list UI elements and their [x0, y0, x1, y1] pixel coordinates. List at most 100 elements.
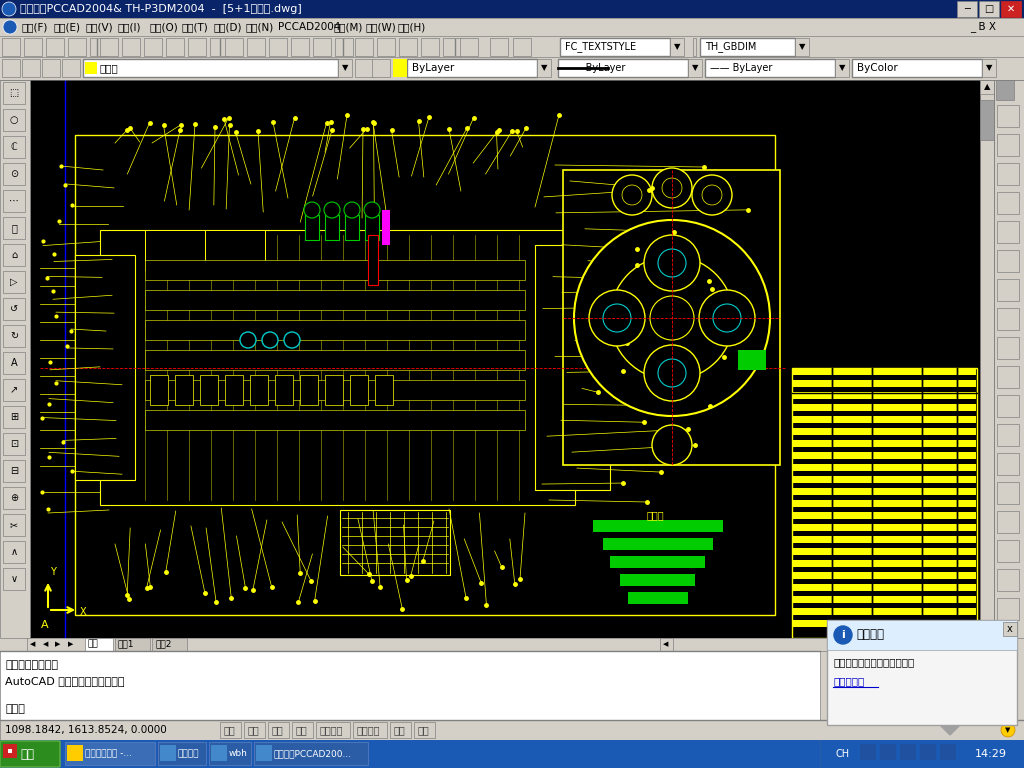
Circle shape [2, 2, 16, 16]
Bar [3, 109, 25, 131]
Bar [997, 424, 1019, 446]
Text: —— ByLayer: —— ByLayer [710, 63, 772, 73]
Bar [513, 38, 531, 56]
Text: ▼: ▼ [984, 627, 990, 635]
Bar [210, 38, 228, 56]
Text: wbh: wbh [229, 750, 248, 759]
Bar [83, 59, 338, 77]
Bar [353, 722, 387, 738]
Bar [997, 598, 1019, 620]
Circle shape [702, 185, 722, 205]
Text: 使软件保持最新的简单方法。: 使软件保持最新的简单方法。 [833, 657, 914, 667]
Bar [827, 620, 1017, 650]
Text: ByLayer: ByLayer [412, 63, 455, 73]
Bar [3, 744, 17, 758]
Bar [3, 298, 25, 320]
Text: ⊕: ⊕ [10, 493, 18, 503]
Bar [0, 740, 1024, 768]
Bar [2, 59, 20, 77]
Bar [793, 572, 976, 579]
Bar [75, 135, 775, 615]
Bar [957, 1, 977, 17]
Text: 插入(I): 插入(I) [118, 22, 141, 32]
Bar [980, 80, 994, 638]
Text: ▼: ▼ [986, 64, 992, 72]
Bar [225, 375, 243, 405]
Bar [793, 416, 976, 423]
Bar [0, 651, 820, 720]
Text: ◀: ◀ [43, 641, 49, 647]
Bar [355, 59, 373, 77]
Bar [920, 744, 936, 760]
Text: 绘图(D): 绘图(D) [214, 22, 243, 32]
Text: 捕捉: 捕捉 [224, 725, 236, 735]
Circle shape [610, 256, 734, 380]
Text: ⌒: ⌒ [11, 223, 17, 233]
Bar [738, 350, 766, 370]
Bar [996, 620, 1014, 634]
Bar [3, 352, 25, 374]
Bar [793, 500, 976, 507]
Bar [980, 80, 994, 94]
Text: 通信中心: 通信中心 [856, 628, 884, 641]
Bar [997, 511, 1019, 533]
Text: ─: ─ [964, 4, 970, 14]
Bar [997, 453, 1019, 475]
Bar [340, 510, 450, 575]
Bar [793, 476, 976, 483]
Bar [145, 290, 525, 310]
Bar [793, 428, 976, 435]
Bar [0, 0, 1024, 18]
Polygon shape [940, 725, 961, 735]
Text: ▼: ▼ [541, 64, 547, 72]
Text: 帮助(H): 帮助(H) [397, 22, 425, 32]
Bar [880, 744, 896, 760]
Text: 模型: 模型 [418, 725, 430, 735]
Bar [145, 260, 525, 280]
Text: AutoCAD 菜单实用程序已加载。: AutoCAD 菜单实用程序已加载。 [5, 676, 125, 686]
Text: A: A [41, 620, 49, 630]
Bar [3, 433, 25, 455]
Bar [793, 560, 976, 567]
Bar [693, 38, 696, 56]
Text: ◀: ◀ [664, 641, 669, 647]
Bar [793, 512, 976, 519]
Circle shape [603, 304, 631, 332]
Bar [460, 38, 478, 56]
Bar [961, 742, 1022, 766]
Bar [375, 375, 393, 405]
Bar [250, 375, 268, 405]
Bar [997, 308, 1019, 330]
Text: x: x [1008, 624, 1013, 634]
Bar [537, 59, 551, 77]
Bar [3, 541, 25, 563]
Text: 正在重生成模型。: 正在重生成模型。 [5, 660, 58, 670]
Text: CH: CH [835, 749, 849, 759]
Bar [997, 163, 1019, 185]
Circle shape [658, 359, 686, 387]
Bar [145, 410, 525, 430]
Bar [997, 337, 1019, 359]
Circle shape [240, 332, 256, 348]
Circle shape [658, 249, 686, 277]
Bar [3, 136, 25, 158]
Circle shape [612, 175, 652, 215]
Bar [122, 38, 140, 56]
Text: 单击此处。: 单击此处。 [833, 676, 864, 686]
Bar [325, 375, 343, 405]
Circle shape [574, 220, 770, 416]
Bar [3, 271, 25, 293]
Text: ○: ○ [10, 115, 18, 125]
Bar [1002, 622, 1017, 636]
Bar [68, 38, 86, 56]
Bar [982, 59, 996, 77]
Bar [393, 59, 407, 77]
Bar [940, 744, 956, 760]
Bar [593, 520, 723, 532]
Circle shape [834, 626, 852, 644]
Bar [62, 59, 80, 77]
Text: ∧: ∧ [10, 547, 17, 557]
Text: 此视图: 此视图 [646, 510, 664, 520]
Bar [3, 568, 25, 590]
Circle shape [692, 175, 732, 215]
